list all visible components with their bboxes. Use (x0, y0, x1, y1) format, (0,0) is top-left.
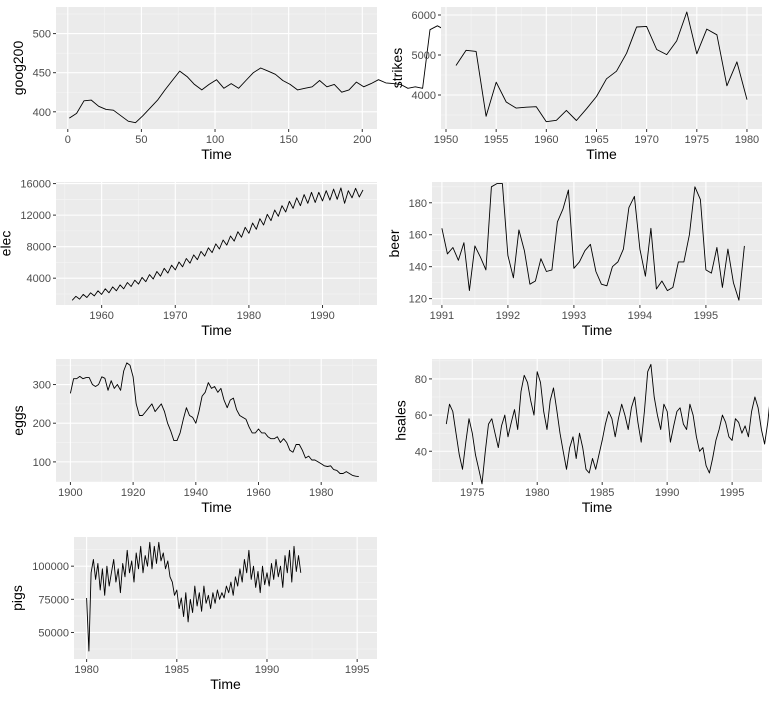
x-tick-label: 50 (135, 134, 147, 146)
x-tick-label: 200 (353, 134, 371, 146)
series-line-goog200 (69, 10, 512, 124)
x-tick-label: 100 (206, 134, 224, 146)
y-tick-label: 500 (33, 29, 51, 41)
y-axis-title: goog200 (10, 41, 26, 96)
x-axis-title: Time (201, 146, 232, 162)
y-tick-label: 450 (33, 68, 51, 80)
y-tick-label: 400 (33, 107, 51, 119)
plot-background (56, 7, 377, 129)
x-tick-label: 150 (279, 134, 297, 146)
x-tick-label: 0 (65, 134, 71, 146)
